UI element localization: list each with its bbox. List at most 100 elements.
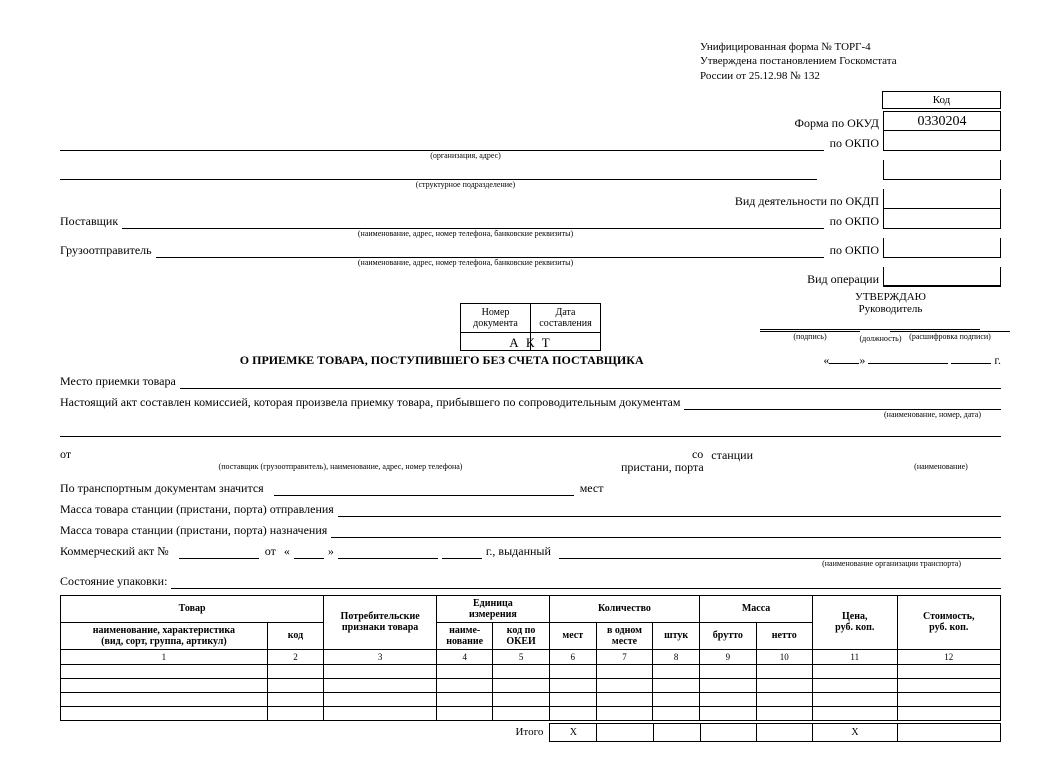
cell[interactable] xyxy=(897,706,1000,720)
form-note: Унифицированная форма № ТОРГ-4 Утвержден… xyxy=(700,40,1001,83)
okdp-value[interactable] xyxy=(883,189,1001,209)
cell[interactable] xyxy=(812,678,897,692)
okpo3-value[interactable] xyxy=(883,209,1001,229)
cell[interactable] xyxy=(653,692,700,706)
cell[interactable] xyxy=(812,706,897,720)
cell[interactable] xyxy=(493,678,549,692)
q2: » xyxy=(859,353,865,367)
cell[interactable] xyxy=(267,678,323,692)
cell[interactable] xyxy=(437,692,493,706)
th-mass: Масса xyxy=(700,595,813,622)
table-row[interactable] xyxy=(61,692,1001,706)
cell[interactable] xyxy=(267,664,323,678)
cell[interactable] xyxy=(596,692,652,706)
cell[interactable] xyxy=(812,664,897,678)
comm-year[interactable] xyxy=(442,545,482,559)
cell[interactable] xyxy=(61,692,268,706)
cell[interactable] xyxy=(61,664,268,678)
table-row[interactable] xyxy=(61,706,1001,720)
cell[interactable] xyxy=(700,706,756,720)
cell[interactable] xyxy=(493,664,549,678)
main-table: Товар Потребительские признаки товара Ед… xyxy=(60,595,1001,721)
cell[interactable] xyxy=(437,706,493,720)
sender-field[interactable] xyxy=(156,244,824,258)
struct-field[interactable] xyxy=(60,166,817,180)
okpo4-value[interactable] xyxy=(883,238,1001,258)
cell[interactable] xyxy=(549,706,596,720)
cell[interactable] xyxy=(596,678,652,692)
comm-month[interactable] xyxy=(338,545,438,559)
cell[interactable] xyxy=(596,664,652,678)
station-caption: (наименование) xyxy=(881,462,1001,475)
mass-depart-label: Масса товара станции (пристани, порта) о… xyxy=(60,502,334,517)
cell[interactable] xyxy=(700,678,756,692)
table-row[interactable] xyxy=(61,678,1001,692)
commercial-label: Коммерческий акт № xyxy=(60,544,169,559)
cell[interactable] xyxy=(812,692,897,706)
sender-caption: (наименование, адрес, номер телефона, ба… xyxy=(60,258,871,267)
oper-value[interactable] xyxy=(883,267,1001,287)
mass-dest-field[interactable] xyxy=(331,524,1001,538)
cell[interactable] xyxy=(653,678,700,692)
cell[interactable] xyxy=(756,678,812,692)
transport-row: По транспортным документам значится мест xyxy=(60,481,1001,496)
cell[interactable] xyxy=(324,706,437,720)
cell[interactable] xyxy=(493,706,549,720)
month-field[interactable] xyxy=(868,363,948,364)
cell[interactable] xyxy=(267,692,323,706)
cell[interactable] xyxy=(756,692,812,706)
pack-field[interactable] xyxy=(171,575,1001,589)
col-num: 2 xyxy=(267,649,323,664)
okud-value: 0330204 xyxy=(883,111,1001,131)
okud-row: Форма по ОКУД 0330204 xyxy=(60,111,1001,131)
year-g: г. xyxy=(994,353,1001,367)
cell[interactable] xyxy=(653,664,700,678)
comm-day[interactable] xyxy=(294,545,324,559)
place-field[interactable] xyxy=(180,375,1001,389)
issued-field[interactable] xyxy=(559,545,1001,559)
transport-field[interactable] xyxy=(274,482,574,496)
okpo1-label: по ОКПО xyxy=(830,136,879,151)
cell[interactable] xyxy=(549,664,596,678)
cell[interactable] xyxy=(437,664,493,678)
org-field[interactable] xyxy=(60,137,824,151)
position-field[interactable] xyxy=(760,329,980,330)
supplier-row: Поставщик по ОКПО xyxy=(60,209,1001,229)
mass-depart-field[interactable] xyxy=(338,503,1001,517)
cell[interactable] xyxy=(756,664,812,678)
commission-field[interactable] xyxy=(684,396,1001,410)
okpo1-value[interactable] xyxy=(883,131,1001,151)
cell[interactable] xyxy=(549,678,596,692)
cell[interactable] xyxy=(897,678,1000,692)
day-field[interactable] xyxy=(829,363,859,364)
cell[interactable] xyxy=(596,706,652,720)
cell[interactable] xyxy=(324,678,437,692)
cell[interactable] xyxy=(437,678,493,692)
commission-field2[interactable] xyxy=(60,423,1001,437)
supplier-caption: (наименование, адрес, номер телефона, ба… xyxy=(60,229,871,238)
commercial-num-field[interactable] xyxy=(179,545,259,559)
total-label: Итого xyxy=(515,726,549,738)
from-label: от xyxy=(60,447,71,462)
cell[interactable] xyxy=(61,678,268,692)
cell[interactable] xyxy=(549,692,596,706)
cell[interactable] xyxy=(756,706,812,720)
supplier-field[interactable] xyxy=(122,215,823,229)
cell[interactable] xyxy=(493,692,549,706)
cell[interactable] xyxy=(700,664,756,678)
year-field[interactable] xyxy=(951,363,991,364)
cell[interactable] xyxy=(324,692,437,706)
cell[interactable] xyxy=(700,692,756,706)
okpo4-label: по ОКПО xyxy=(830,243,879,258)
col-num: 8 xyxy=(653,649,700,664)
table-row[interactable] xyxy=(61,664,1001,678)
cell[interactable] xyxy=(61,706,268,720)
th-quantity: Количество xyxy=(549,595,699,622)
cell[interactable] xyxy=(897,692,1000,706)
struct-cell[interactable] xyxy=(883,160,1001,180)
cell[interactable] xyxy=(897,664,1000,678)
th-okei: код по ОКЕИ xyxy=(493,622,549,649)
cell[interactable] xyxy=(324,664,437,678)
cell[interactable] xyxy=(653,706,700,720)
cell[interactable] xyxy=(267,706,323,720)
